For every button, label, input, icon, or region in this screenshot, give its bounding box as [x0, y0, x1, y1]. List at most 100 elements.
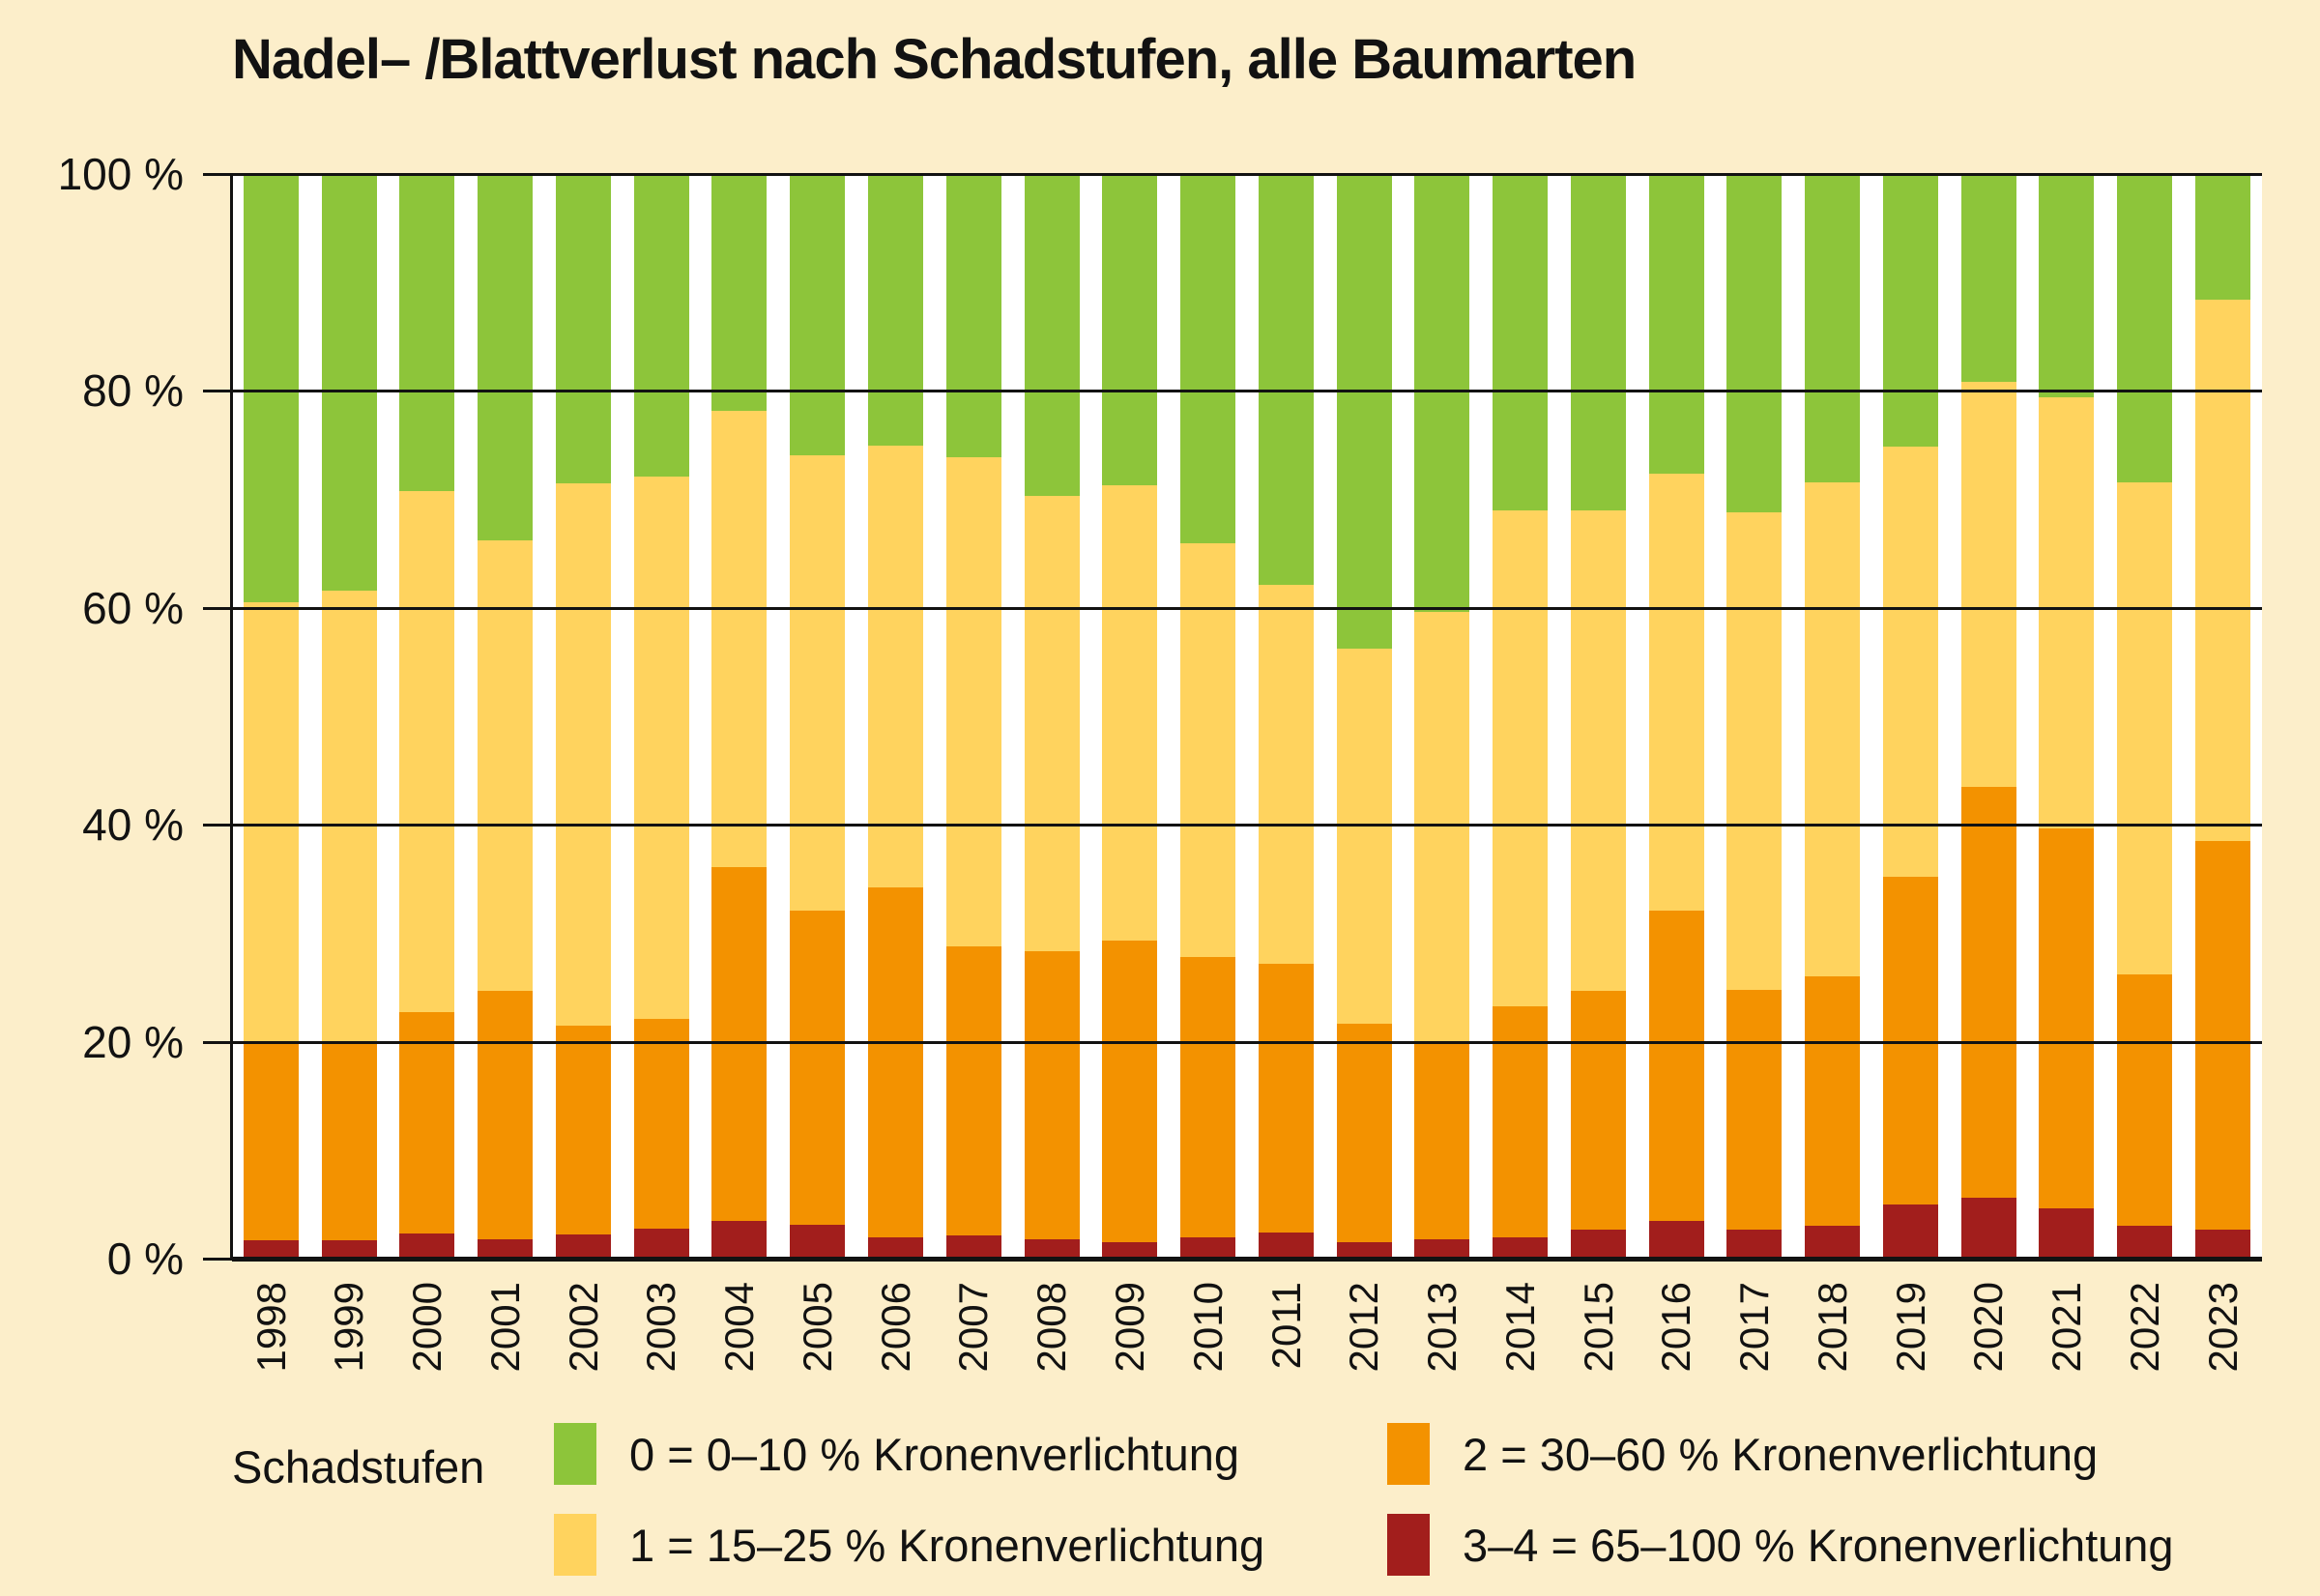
bar-stack-2017	[1726, 174, 1783, 1259]
legend-item-schadstufe_0: 0 = 0–10 % Kronenverlichtung	[554, 1419, 1264, 1489]
legend-column-2: 2 = 30–60 % Kronenverlichtung 3–4 = 65–10…	[1387, 1419, 2174, 1596]
bar-stack-2002	[555, 174, 611, 1259]
bar-segment-schadstufe_3_4-1999	[321, 1239, 377, 1259]
bar-segment-schadstufe_0-2015	[1570, 174, 1626, 510]
bar-segment-schadstufe_3_4-2000	[399, 1233, 455, 1259]
bar-column-2016	[1638, 174, 1716, 1259]
legend-swatch-schadstufe_1	[554, 1514, 596, 1576]
legend-swatch-schadstufe_2	[1387, 1423, 1430, 1485]
x-axis-label-text: 2008	[1029, 1282, 1075, 1373]
bar-segment-schadstufe_2-1999	[321, 1042, 377, 1240]
x-axis-label-2004: 2004	[701, 1282, 779, 1427]
bar-stack-2023	[2195, 174, 2251, 1259]
bar-column-2000	[389, 174, 467, 1259]
bar-segment-schadstufe_1-1998	[243, 602, 299, 1043]
bar-segment-schadstufe_1-2016	[1648, 473, 1704, 911]
x-axis-label-text: 2003	[638, 1282, 684, 1373]
x-axis-label-text: 2019	[1887, 1282, 1933, 1373]
bar-segment-schadstufe_3_4-2011	[1258, 1233, 1314, 1259]
chart-title: Nadel– /Blattverlust nach Schadstufen, a…	[232, 28, 1637, 91]
x-axis-label-2023: 2023	[2184, 1282, 2262, 1427]
bar-segment-schadstufe_3_4-2022	[2117, 1226, 2173, 1259]
bar-segment-schadstufe_2-2021	[2039, 827, 2095, 1209]
bar-segment-schadstufe_3_4-2010	[1180, 1236, 1236, 1259]
bar-stack-2014	[1493, 174, 1549, 1259]
x-axis-label-text: 2018	[1809, 1282, 1855, 1373]
bar-segment-schadstufe_0-2020	[1960, 174, 2016, 383]
bar-segment-schadstufe_2-2020	[1960, 786, 2016, 1199]
x-axis-label-text: 2000	[404, 1282, 450, 1373]
bar-segment-schadstufe_1-2010	[1180, 542, 1236, 958]
gridline-80	[232, 390, 2262, 393]
bar-segment-schadstufe_0-2011	[1258, 174, 1314, 586]
bar-stack-1998	[243, 174, 299, 1259]
x-axis-label-2014: 2014	[1481, 1282, 1559, 1427]
x-axis-label-2002: 2002	[544, 1282, 623, 1427]
bar-stack-1999	[321, 174, 377, 1259]
bar-column-2005	[778, 174, 856, 1259]
bar-column-2009	[1090, 174, 1169, 1259]
bar-segment-schadstufe_2-2008	[1024, 951, 1080, 1239]
bar-segment-schadstufe_3_4-2013	[1414, 1238, 1470, 1259]
bar-segment-schadstufe_2-2009	[1102, 941, 1158, 1243]
bar-segment-schadstufe_0-2001	[478, 174, 534, 541]
x-axis-label-2005: 2005	[778, 1282, 856, 1427]
bar-stack-2008	[1024, 174, 1080, 1259]
y-tick-60	[203, 606, 232, 610]
bar-column-2008	[1013, 174, 1091, 1259]
legend-item-schadstufe_1: 1 = 15–25 % Kronenverlichtung	[554, 1510, 1264, 1580]
bar-segment-schadstufe_1-2014	[1493, 509, 1549, 1006]
bar-segment-schadstufe_0-2009	[1102, 174, 1158, 486]
x-axis-label-2006: 2006	[856, 1282, 935, 1427]
bar-stack-2010	[1180, 174, 1236, 1259]
bar-stack-2012	[1336, 174, 1392, 1259]
bar-segment-schadstufe_0-2023	[2195, 174, 2251, 301]
x-axis-label-text: 2007	[950, 1282, 997, 1373]
bar-segment-schadstufe_0-2013	[1414, 174, 1470, 613]
bar-segment-schadstufe_2-2007	[945, 945, 1001, 1236]
bar-column-2022	[2105, 174, 2184, 1259]
y-tick-80	[203, 390, 232, 393]
legend-label-schadstufe_3_4: 3–4 = 65–100 % Kronenverlichtung	[1463, 1519, 2174, 1571]
bar-stack-2018	[1805, 174, 1861, 1259]
x-axis-label-2016: 2016	[1638, 1282, 1716, 1427]
y-axis-label-0: 0 %	[106, 1233, 184, 1284]
legend-label-schadstufe_2: 2 = 30–60 % Kronenverlichtung	[1463, 1428, 2099, 1480]
bar-segment-schadstufe_1-2011	[1258, 585, 1314, 964]
bar-column-2015	[1559, 174, 1638, 1259]
x-axis-label-text: 2017	[1731, 1282, 1778, 1373]
legend-swatch-schadstufe_0	[554, 1423, 596, 1485]
bar-segment-schadstufe_2-2003	[633, 1019, 689, 1229]
bar-segment-schadstufe_0-2004	[711, 174, 768, 411]
gridline-0	[232, 1257, 2262, 1262]
legend-item-schadstufe_2: 2 = 30–60 % Kronenverlichtung	[1387, 1419, 2174, 1489]
x-axis-label-text: 2015	[1575, 1282, 1621, 1373]
bar-segment-schadstufe_0-2008	[1024, 174, 1080, 497]
y-axis-label-40: 40 %	[82, 799, 184, 851]
bar-column-2023	[2184, 174, 2262, 1259]
bar-segment-schadstufe_0-2012	[1336, 174, 1392, 650]
bar-column-2011	[1247, 174, 1325, 1259]
bar-segment-schadstufe_3_4-2021	[2039, 1208, 2095, 1259]
bar-stack-2016	[1648, 174, 1704, 1259]
legend-item-schadstufe_3_4: 3–4 = 65–100 % Kronenverlichtung	[1387, 1510, 2174, 1580]
bar-stack-2007	[945, 174, 1001, 1259]
bar-segment-schadstufe_2-2018	[1805, 976, 1861, 1227]
bar-segment-schadstufe_0-2022	[2117, 174, 2173, 482]
gridline-20	[232, 1040, 2262, 1044]
bar-segment-schadstufe_0-2005	[790, 174, 846, 455]
bar-segment-schadstufe_3_4-2009	[1102, 1242, 1158, 1259]
bar-segment-schadstufe_3_4-2016	[1648, 1220, 1704, 1259]
bar-stack-2015	[1570, 174, 1626, 1259]
x-axis-label-text: 2006	[872, 1282, 918, 1373]
x-axis-label-2012: 2012	[1325, 1282, 1404, 1427]
bar-column-1999	[310, 174, 389, 1259]
bar-segment-schadstufe_2-2005	[790, 910, 846, 1226]
bar-column-2018	[1793, 174, 1871, 1259]
bar-segment-schadstufe_0-2006	[868, 174, 923, 446]
bar-column-2004	[701, 174, 779, 1259]
bar-segment-schadstufe_1-2007	[945, 456, 1001, 946]
bar-segment-schadstufe_0-2014	[1493, 174, 1549, 510]
bar-stack-2021	[2039, 174, 2095, 1259]
